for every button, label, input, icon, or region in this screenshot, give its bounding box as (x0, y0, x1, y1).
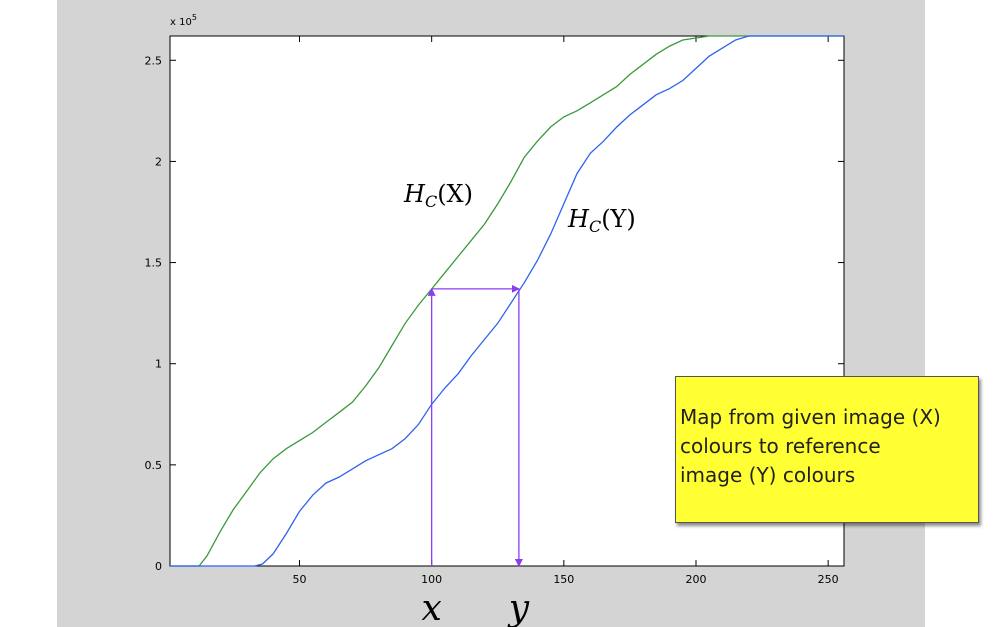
note-line: Map from given image (X) (680, 405, 941, 429)
y-tick-label: 2.5 (145, 54, 163, 67)
label-hy: HC(Y) (567, 205, 636, 236)
y-tick-label: 1.5 (145, 257, 163, 270)
y-tick-label: 0 (155, 560, 162, 573)
note-line: image (Y) colours (680, 463, 856, 487)
y-multiplier-label: x 105 (170, 13, 197, 28)
mapping-arrows (427, 284, 523, 567)
x-tick-label: 50 (293, 573, 307, 586)
y-tick-label: 2 (155, 155, 162, 168)
series-hx-line (170, 35, 844, 567)
x-tick-label: 250 (818, 573, 839, 586)
x-tick-label: 200 (685, 573, 706, 586)
y-tick-label: 0.5 (145, 459, 163, 472)
y-tick-label: 1 (155, 358, 162, 371)
label-x-var: x (422, 588, 442, 627)
label-hx: HC(X) (403, 180, 473, 211)
x-tick-label: 150 (553, 573, 574, 586)
label-y-var: y (507, 588, 530, 627)
axis-ticks: 50 100 150 200 250 0 0.5 1 1.5 2 2.5 x 105 (145, 13, 844, 586)
x-tick-label: 100 (421, 573, 442, 586)
annotation-note: Map from given image (X) colours to refe… (675, 376, 979, 523)
note-line: colours to reference (680, 434, 881, 458)
series-hy-line (170, 35, 844, 567)
curves (170, 35, 844, 567)
curve-labels: HC(X) HC(Y) x y (403, 180, 636, 627)
